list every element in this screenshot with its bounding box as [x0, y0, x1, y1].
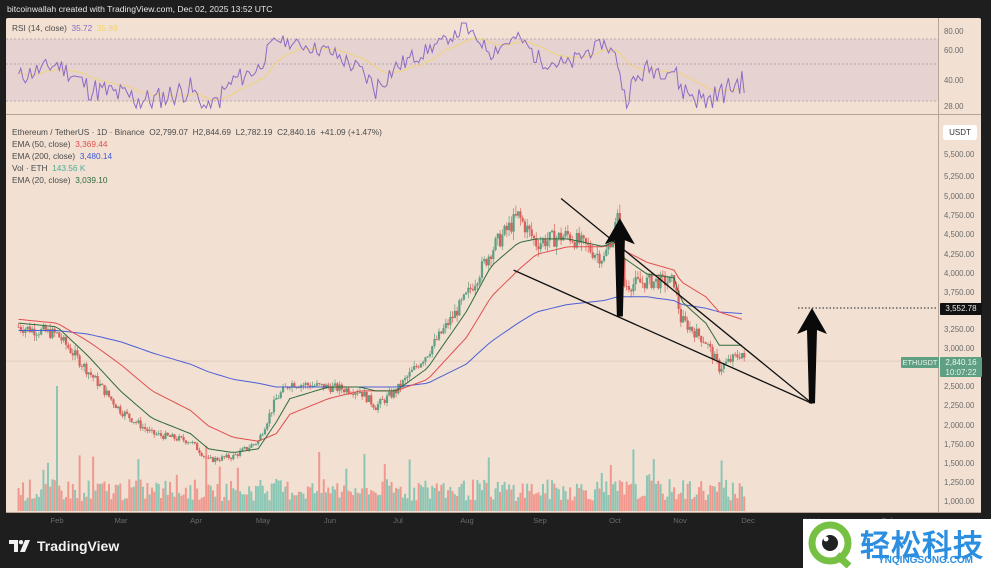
indicator-ema200[interactable]: EMA (200, close) 3,480.14	[12, 150, 382, 162]
price-axis-label: 4,250.00	[944, 250, 975, 259]
attribution-bar: bitcoinwallah created with TradingView.c…	[7, 4, 273, 14]
price-axis-label: 3,000.00	[944, 344, 975, 353]
price-axis-label: 5,000.00	[944, 192, 975, 201]
tradingview-logo[interactable]: TradingView	[9, 538, 119, 554]
price-axis-label: 1,750.00	[944, 440, 975, 449]
rsi-pane[interactable]: RSI (14, close) 35.72 35.89	[6, 18, 938, 114]
time-axis-label: Jul	[393, 516, 403, 525]
target-arrow-icon	[797, 307, 827, 404]
last-price: 2,840.16	[945, 358, 977, 367]
ohlc-open: O2,799.07	[149, 127, 189, 137]
time-axis-label: Dec	[741, 516, 755, 525]
price-axis-label: 4,000.00	[944, 269, 975, 278]
ohlc-close: C2,840.16	[277, 127, 316, 137]
indicator-value: 143.56 K	[52, 163, 86, 173]
rsi-ma-value: 35.89	[96, 23, 118, 33]
currency-button[interactable]: USDT	[943, 125, 977, 140]
watermark: 轻松科技 YNQINGSONG.COM	[803, 519, 991, 568]
indicator-value: 3,039.10	[75, 175, 108, 185]
price-axis-label: 4,500.00	[944, 230, 975, 239]
rsi-plot	[6, 22, 938, 110]
time-axis-label: Oct	[609, 516, 621, 525]
indicator-ema50[interactable]: EMA (50, close) 3,369.44	[12, 138, 382, 150]
indicator-label: EMA (200, close)	[12, 151, 76, 161]
indicator-label: EMA (50, close)	[12, 139, 71, 149]
price-axis-label: 3,250.00	[944, 325, 975, 334]
price-axis-label: 2,000.00	[944, 421, 975, 430]
target-price-tag: 3,552.78	[940, 303, 982, 315]
price-axis-label: 4,750.00	[944, 211, 975, 220]
time-axis-label: Apr	[190, 516, 202, 525]
time-axis-label: May	[255, 516, 271, 525]
rsi-label: RSI (14, close)	[12, 23, 67, 33]
wedge-lower-trendline	[513, 269, 813, 404]
indicator-value: 3,369.44	[75, 139, 108, 149]
price-axis-label: 1,250.00	[944, 478, 975, 487]
rsi-axis-label: 40.00	[944, 76, 964, 85]
pane-separator[interactable]	[6, 114, 981, 115]
price-axis-label: 1,500.00	[944, 459, 975, 468]
indicator-label: Vol · ETH	[12, 163, 48, 173]
price-axis-separator	[938, 18, 939, 513]
candles	[17, 204, 746, 465]
indicator-volume[interactable]: Vol · ETH 143.56 K	[12, 162, 382, 174]
watermark-logo-icon	[808, 521, 852, 568]
rsi-axis-label: 60.00	[944, 46, 964, 55]
indicator-ema20[interactable]: EMA (20, close) 3,039.10	[12, 174, 382, 186]
indicator-label: EMA (20, close)	[12, 175, 71, 185]
price-axis-label: 1,000.00	[944, 497, 975, 506]
time-axis-label: Sep	[533, 516, 547, 525]
time-axis-label: Feb	[50, 516, 64, 525]
time-axis-separator	[6, 512, 981, 513]
symbol-line: Ethereum / TetherUS · 1D · Binance O2,79…	[12, 126, 382, 138]
symbol-tag: ETHUSDT	[901, 357, 939, 368]
indicator-value: 3,480.14	[79, 151, 113, 161]
rsi-axis-label: 28.00	[944, 102, 964, 111]
tradingview-logo-icon	[9, 540, 30, 552]
price-axis-label: 5,500.00	[944, 150, 975, 159]
tradingview-brand: TradingView	[37, 538, 120, 554]
last-price-tag: 2,840.16 10:07:22	[940, 357, 982, 377]
bar-countdown: 10:07:22	[945, 367, 977, 377]
rsi-legend: RSI (14, close) 35.72 35.89	[12, 22, 118, 34]
ohlc-high: H2,844.69	[192, 127, 231, 137]
time-axis-label: Aug	[460, 516, 474, 525]
price-axis-label: 3,750.00	[944, 288, 975, 297]
price-plot	[6, 198, 938, 511]
wedge-upper-trendline	[560, 198, 813, 404]
time-axis-label: Nov	[673, 516, 687, 525]
price-axis-label: 5,250.00	[944, 172, 975, 181]
watermark-title: 轻松科技	[860, 530, 984, 563]
watermark-subtitle: YNQINGSONG.COM	[878, 555, 974, 566]
wedge-height-arrow-icon	[604, 218, 635, 317]
price-axis-label: 2,250.00	[944, 401, 975, 410]
volume-bars	[17, 386, 746, 511]
ohlc-low: L2,782.19	[235, 127, 273, 137]
rsi-value: 35.72	[71, 23, 93, 33]
ohlc-change: +41.09 (+1.47%)	[320, 127, 382, 137]
price-pane[interactable]: Ethereum / TetherUS · 1D · Binance O2,79…	[6, 115, 938, 513]
price-legend: Ethereum / TetherUS · 1D · Binance O2,79…	[12, 126, 382, 186]
time-axis-label: Mar	[114, 516, 128, 525]
time-axis-label: Jun	[323, 516, 337, 525]
rsi-axis-label: 80.00	[944, 27, 964, 36]
price-axis-label: 2,500.00	[944, 382, 975, 391]
symbol-title[interactable]: Ethereum / TetherUS · 1D · Binance	[12, 127, 145, 137]
